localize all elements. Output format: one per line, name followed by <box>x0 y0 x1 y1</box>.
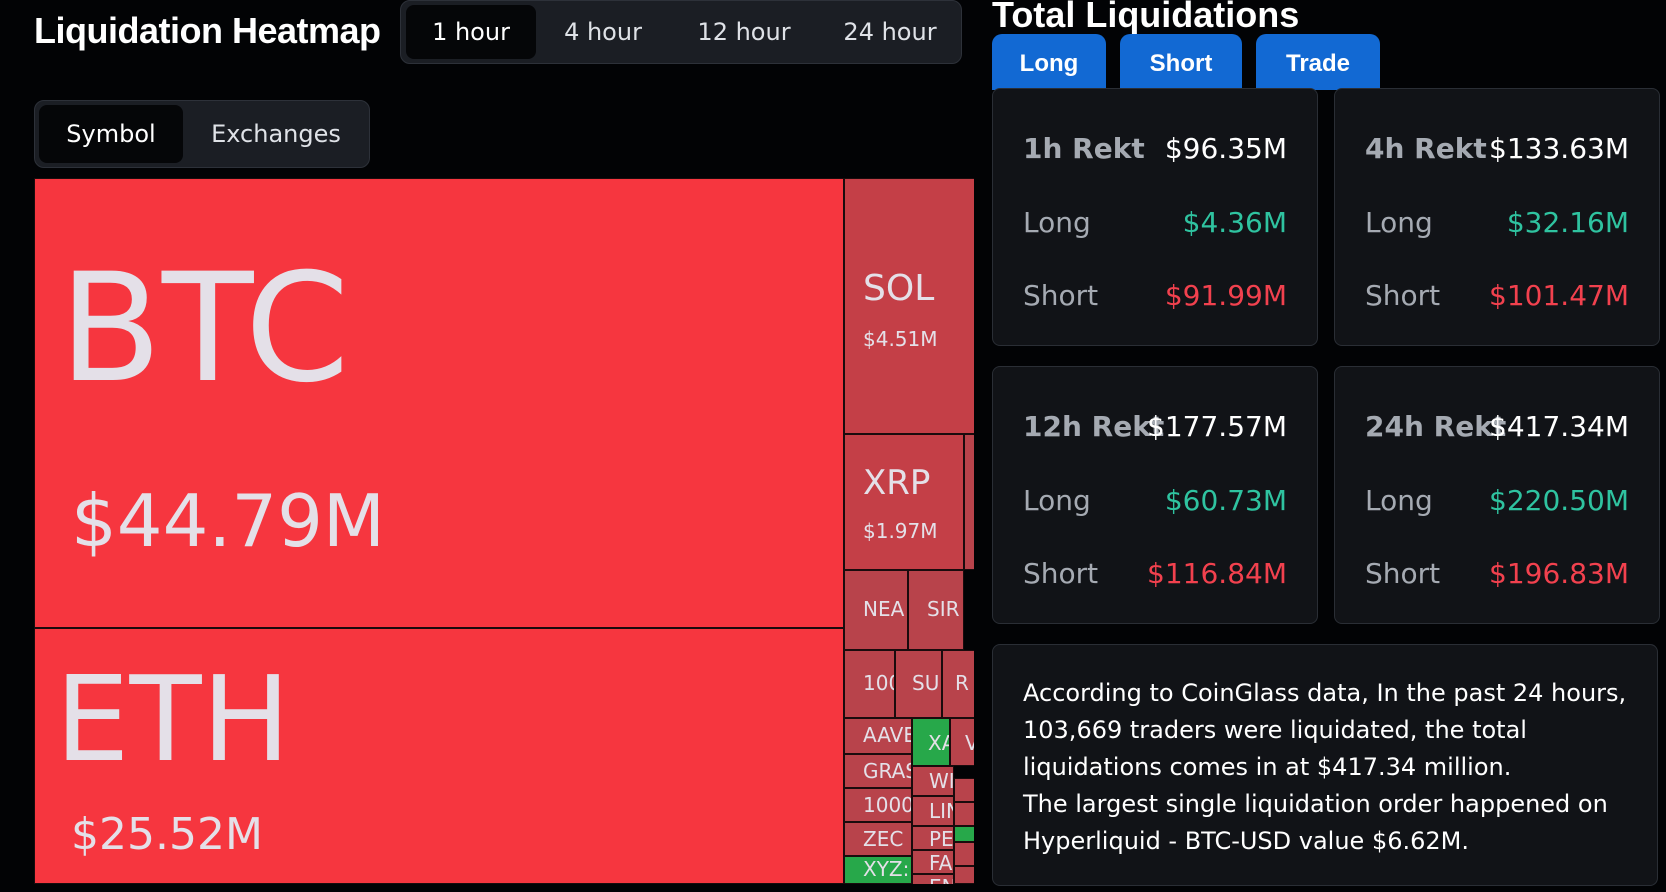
short-label: Short <box>1023 279 1099 312</box>
heatmap-cell-symbol: BTC <box>59 242 350 416</box>
heatmap-cell-small[interactable] <box>954 802 974 826</box>
heatmap-cell-symbol: 100 <box>863 671 894 695</box>
heatmap-cell-aave[interactable]: AAVE <box>844 718 912 754</box>
short-value: $91.99M <box>1164 279 1287 312</box>
total-liquidations-title: Total Liquidations <box>992 0 1300 35</box>
heatmap-cell-fa[interactable]: FA <box>912 850 954 874</box>
heatmap-cell-symbol: XYZ: <box>863 857 910 881</box>
short-value: $196.83M <box>1489 557 1629 590</box>
heatmap-cell-symbol: AAVE <box>863 723 912 747</box>
heatmap-cell-symbol: PE <box>929 827 954 850</box>
heatmap-cell-r[interactable]: R <box>942 650 974 718</box>
heatmap-cell-lin[interactable]: LIN <box>912 796 954 826</box>
long-button[interactable]: Long <box>992 34 1106 90</box>
rekt-card-4h: 4h Rekt $133.63M Long $32.16M Short $101… <box>1334 88 1660 346</box>
heatmap-cell-value: $4.51M <box>863 327 938 351</box>
heatmap-cell-gras[interactable]: GRAS <box>844 754 912 788</box>
long-label: Long <box>1023 206 1091 239</box>
long-value: $60.73M <box>1164 484 1287 517</box>
rekt-card-24h: 24h Rekt $417.34M Long $220.50M Short $1… <box>1334 366 1660 624</box>
rekt-card-12h: 12h Rekt $177.57M Long $60.73M Short $11… <box>992 366 1318 624</box>
heatmap-cell-btc[interactable]: BTC $44.79M <box>34 178 844 628</box>
heatmap-cell-symbol: NEA <box>863 597 905 621</box>
heatmap-cell-symbol: SIR <box>927 597 960 621</box>
rekt-card-label: 4h Rekt <box>1365 132 1487 165</box>
heatmap-cell-symbol: R <box>955 671 969 695</box>
heatmap-cell-xa[interactable]: XA <box>912 718 950 766</box>
tab-1-hour[interactable]: 1 hour <box>406 5 536 59</box>
heatmap-cell-symbol: LIN <box>929 799 953 823</box>
heatmap-cell-small[interactable] <box>954 778 974 802</box>
long-value: $220.50M <box>1489 484 1629 517</box>
trade-button[interactable]: Trade <box>1256 34 1380 90</box>
long-label: Long <box>1023 484 1091 517</box>
heatmap-cell-symbol: FA <box>929 851 953 874</box>
long-value: $4.36M <box>1182 206 1287 239</box>
short-value: $116.84M <box>1147 557 1287 590</box>
heatmap-cell-100[interactable]: 100 <box>844 650 895 718</box>
heatmap-cell-symbol: SU <box>912 671 940 695</box>
heatmap-cell-value: $44.79M <box>71 479 386 563</box>
summary-text: According to CoinGlass data, In the past… <box>1023 679 1627 781</box>
heatmap-cell-symbol: GRAS <box>863 759 911 783</box>
heatmap-cell-symbol: XA <box>928 731 949 755</box>
heatmap-cell-value: $1.97M <box>863 519 938 543</box>
rekt-card-label: 12h Rekt <box>1023 410 1165 443</box>
heatmap-cell-symbol: XRP <box>863 463 931 503</box>
short-label: Short <box>1023 557 1099 590</box>
tab-symbol[interactable]: Symbol <box>39 105 183 163</box>
short-label: Short <box>1365 279 1441 312</box>
rekt-card-label: 24h Rekt <box>1365 410 1507 443</box>
heatmap-cell-sol[interactable]: SOL $4.51M <box>844 178 974 434</box>
heatmap-cell-small[interactable] <box>964 434 974 570</box>
rekt-card-total: $417.34M <box>1489 410 1629 443</box>
largest-order-text: The largest single liquidation order hap… <box>1023 790 1608 855</box>
heatmap-cell-1000[interactable]: 1000 <box>844 788 912 822</box>
tab-4-hour[interactable]: 4 hour <box>564 18 642 46</box>
heatmap-cell-pe[interactable]: PE <box>912 826 954 850</box>
heatmap-cell-zec[interactable]: ZEC <box>844 822 912 856</box>
view-toggle: Symbol Exchanges <box>34 100 370 168</box>
rekt-card-label: 1h Rekt <box>1023 132 1145 165</box>
heatmap-cell-small[interactable] <box>954 826 974 842</box>
long-label: Long <box>1365 206 1433 239</box>
heatmap-cell-wi[interactable]: WI <box>912 766 954 796</box>
heatmap-cell-value: $25.52M <box>71 809 263 860</box>
rekt-card-1h: 1h Rekt $96.35M Long $4.36M Short $91.99… <box>992 88 1318 346</box>
heatmap-cell-symbol: V <box>965 731 974 755</box>
long-value: $32.16M <box>1506 206 1629 239</box>
heatmap-cell-nea[interactable]: NEA <box>844 570 908 650</box>
heatmap-cell-symbol: EN <box>929 875 953 884</box>
heatmap-cell-su[interactable]: SU <box>895 650 942 718</box>
heatmap-cell-sir[interactable]: SIR <box>908 570 964 650</box>
heatmap-cell-small[interactable] <box>954 866 974 884</box>
heatmap-cell-symbol: WI <box>929 769 954 793</box>
short-label: Short <box>1365 557 1441 590</box>
liquidation-summary: According to CoinGlass data, In the past… <box>992 644 1658 886</box>
liquidation-heatmap: BTC $44.79M ETH $25.52M SOL $4.51M XRP $1.97M NE… <box>34 178 974 884</box>
heatmap-cell-en[interactable]: EN <box>912 874 954 884</box>
heatmap-cell-symbol: 1000 <box>863 793 912 817</box>
heatmap-cell-xrp[interactable]: XRP $1.97M <box>844 434 964 570</box>
heatmap-cell-small[interactable] <box>954 842 974 866</box>
rekt-card-total: $96.35M <box>1164 132 1287 165</box>
short-button[interactable]: Short <box>1120 34 1242 90</box>
heatmap-title: Liquidation Heatmap <box>34 10 381 51</box>
time-range-tabs: 1 hour 4 hour 12 hour 24 hour <box>400 0 962 64</box>
heatmap-cell-eth[interactable]: ETH $25.52M <box>34 628 844 884</box>
tab-24-hour[interactable]: 24 hour <box>843 18 937 46</box>
heatmap-cell-v[interactable]: V <box>950 718 974 766</box>
short-value: $101.47M <box>1489 279 1629 312</box>
long-label: Long <box>1365 484 1433 517</box>
rekt-card-total: $177.57M <box>1147 410 1287 443</box>
tab-exchanges[interactable]: Exchanges <box>211 120 341 148</box>
heatmap-cell-xyz[interactable]: XYZ: <box>844 856 912 884</box>
heatmap-cell-symbol: SOL <box>863 268 935 309</box>
tab-12-hour[interactable]: 12 hour <box>697 18 791 46</box>
rekt-card-total: $133.63M <box>1489 132 1629 165</box>
heatmap-cell-symbol: ZEC <box>863 827 904 851</box>
heatmap-cell-symbol: ETH <box>55 650 291 788</box>
